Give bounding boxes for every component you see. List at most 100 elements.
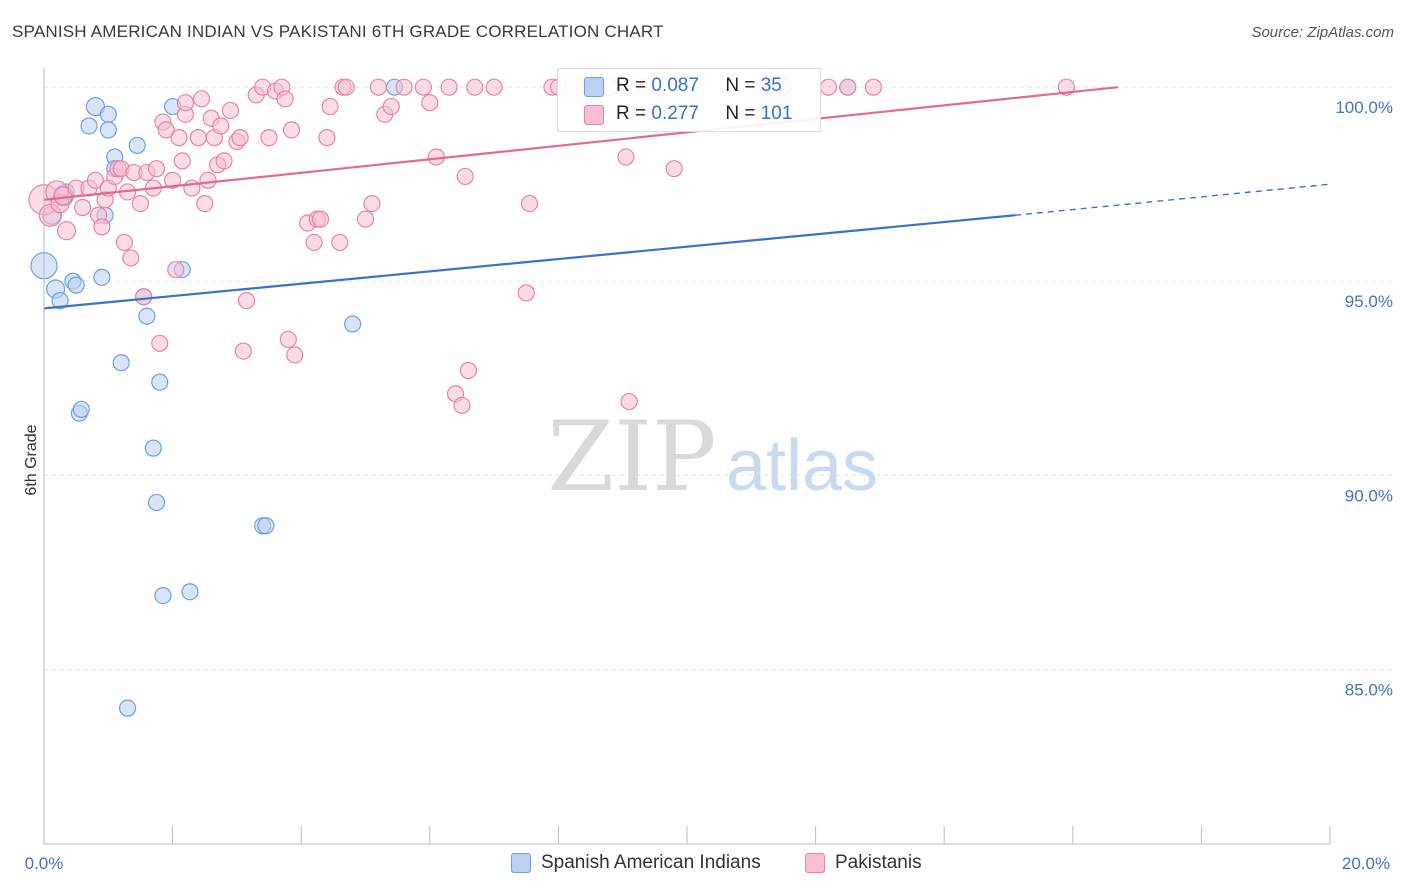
y-tick-label: 95.0%: [1345, 292, 1393, 311]
scatter-point: [147, 160, 166, 178]
scatter-point: [237, 292, 256, 310]
scatter-point: [131, 195, 150, 213]
scatter-point: [344, 315, 362, 333]
scatter-point: [183, 179, 201, 197]
scatter-point: [231, 129, 249, 147]
scatter-point: [257, 517, 275, 535]
x-tick-label: 20.0%: [1342, 854, 1390, 873]
scatter-point: [212, 117, 230, 135]
scatter-point: [279, 330, 297, 349]
scatter-point: [421, 94, 439, 112]
scatter-point: [382, 97, 400, 116]
scatter-point: [369, 78, 387, 96]
scatter-point: [620, 392, 638, 411]
scatter-point: [196, 195, 214, 213]
scatter-point: [99, 121, 117, 139]
scatter-point: [453, 396, 471, 415]
legend-r-label: R =: [616, 103, 647, 124]
scatter-point: [363, 195, 381, 213]
scatter-point: [199, 171, 217, 189]
scatter-point: [93, 268, 111, 286]
chart-title: SPANISH AMERICAN INDIAN VS PAKISTANI 6TH…: [12, 22, 664, 41]
scatter-point: [93, 218, 111, 236]
scatter-point: [819, 78, 838, 96]
scatter-point: [665, 160, 683, 178]
scatter-point: [135, 288, 153, 306]
bottom-legend-swatch-blue: [511, 853, 531, 873]
scatter-point: [85, 96, 106, 117]
stats-legend: R = 0.087 N = 35 R = 0.277 N = 101: [557, 68, 821, 132]
legend-r-value: 0.087: [651, 75, 699, 96]
y-axis-title: 6th Grade: [23, 424, 40, 495]
scatter-point: [305, 233, 323, 252]
scatter-point: [318, 129, 336, 147]
scatter-point: [164, 171, 182, 189]
grid-lines: [44, 86, 1392, 670]
axis-labels: 100.0% 95.0% 90.0% 85.0% 0.0% 20.0% 6th Grade: [23, 98, 1393, 873]
scatter-point: [157, 121, 175, 139]
trend-line-extension: [1014, 183, 1331, 216]
scatter-point: [189, 129, 207, 147]
legend-swatch-pink: [584, 105, 604, 125]
scatter-point: [221, 101, 240, 120]
bottom-legend-label: Spanish American Indians: [541, 852, 761, 873]
scatter-point: [321, 97, 339, 116]
scatter-point: [118, 699, 137, 717]
watermark-zip: ZIP: [547, 401, 716, 513]
scatter-point: [181, 583, 199, 601]
scatter-point: [839, 78, 857, 96]
scatter-point: [147, 493, 166, 512]
y-tick-label: 90.0%: [1345, 486, 1393, 505]
scatter-point: [337, 78, 355, 96]
scatter-point: [331, 233, 349, 252]
scatter-point: [170, 129, 188, 147]
legend-swatch-blue: [584, 77, 604, 97]
scatter-point: [73, 198, 92, 217]
scatter-point: [67, 276, 85, 294]
scatter-point: [176, 94, 195, 112]
scatter-point: [192, 90, 211, 108]
scatter-point: [151, 373, 169, 391]
scatter-point: [282, 121, 301, 139]
trend-lines: [43, 86, 1331, 310]
scatter-point: [128, 136, 146, 154]
scatter-point: [138, 307, 156, 325]
scatter-point: [517, 284, 535, 302]
y-tick-label: 85.0%: [1345, 680, 1393, 699]
scatter-point: [86, 171, 105, 189]
scatter-point: [151, 334, 169, 352]
data-points: [28, 78, 1075, 717]
scatter-point: [356, 210, 375, 228]
scatter-point: [459, 361, 477, 380]
axes: [43, 68, 1331, 845]
scatter-point: [99, 105, 117, 123]
legend-r-value: 0.277: [651, 103, 699, 124]
scatter-point: [617, 148, 635, 166]
scatter-point: [167, 260, 185, 279]
scatter-point: [51, 292, 69, 310]
scatter-point: [864, 78, 883, 96]
scatter-point: [234, 342, 252, 360]
scatter-point: [414, 78, 432, 96]
scatter-point: [286, 346, 304, 364]
scatter-point: [173, 152, 191, 170]
scatter-point: [154, 587, 172, 605]
trend-line: [43, 214, 1016, 310]
scatter-point: [144, 439, 162, 457]
legend-n-value: 101: [760, 103, 793, 124]
bottom-legend-label: Pakistanis: [835, 852, 922, 873]
legend-n-label: N =: [725, 103, 756, 124]
y-tick-label: 100.0%: [1335, 98, 1393, 117]
legend-n-value: 35: [760, 75, 782, 96]
scatter-point: [466, 78, 484, 96]
scatter-point: [520, 195, 539, 213]
legend-n-label: N =: [725, 75, 756, 96]
scatter-point: [485, 78, 503, 96]
scatter-point: [395, 78, 413, 96]
trend-line: [43, 86, 1118, 201]
scatter-point: [215, 152, 233, 170]
scatter-point: [311, 210, 330, 228]
watermark-atlas: atlas: [726, 426, 878, 506]
bottom-legend-swatch-pink: [805, 853, 825, 873]
